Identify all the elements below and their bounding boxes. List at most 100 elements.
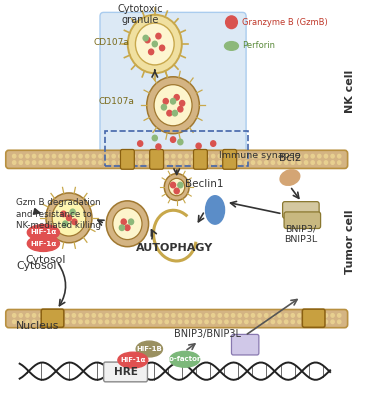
Circle shape	[13, 161, 16, 164]
Circle shape	[125, 225, 130, 231]
FancyBboxPatch shape	[6, 150, 348, 168]
Circle shape	[85, 314, 89, 317]
Circle shape	[311, 320, 314, 324]
Text: HIF-1α: HIF-1α	[30, 229, 57, 235]
Circle shape	[139, 320, 142, 324]
Text: Perforin: Perforin	[242, 41, 275, 51]
Circle shape	[178, 161, 182, 164]
Ellipse shape	[136, 341, 162, 357]
Circle shape	[298, 154, 301, 158]
Circle shape	[337, 154, 341, 158]
Circle shape	[278, 320, 281, 324]
Text: BNIP3/BNIP3L: BNIP3/BNIP3L	[174, 329, 241, 339]
Circle shape	[251, 314, 255, 317]
Circle shape	[205, 314, 208, 317]
Text: Cytotoxic
granule: Cytotoxic granule	[117, 4, 163, 25]
Text: Tumor cell: Tumor cell	[345, 209, 355, 274]
Circle shape	[165, 161, 169, 164]
Text: AUTOPHAGY: AUTOPHAGY	[136, 243, 213, 253]
Circle shape	[132, 154, 135, 158]
Circle shape	[251, 154, 255, 158]
Circle shape	[291, 161, 294, 164]
Circle shape	[231, 154, 235, 158]
Circle shape	[165, 320, 169, 324]
Circle shape	[231, 320, 235, 324]
Circle shape	[72, 314, 75, 317]
Circle shape	[79, 161, 82, 164]
Circle shape	[238, 314, 241, 317]
FancyBboxPatch shape	[150, 150, 163, 169]
Circle shape	[238, 154, 241, 158]
Circle shape	[258, 161, 261, 164]
Circle shape	[145, 37, 150, 43]
Circle shape	[32, 154, 36, 158]
Circle shape	[118, 161, 122, 164]
Circle shape	[304, 320, 308, 324]
Circle shape	[156, 144, 161, 150]
Circle shape	[304, 161, 308, 164]
Circle shape	[284, 314, 288, 317]
FancyBboxPatch shape	[6, 310, 348, 328]
Circle shape	[135, 23, 174, 65]
Circle shape	[170, 182, 176, 188]
Circle shape	[46, 154, 49, 158]
Circle shape	[152, 41, 158, 47]
Circle shape	[92, 320, 95, 324]
Circle shape	[161, 104, 166, 110]
Circle shape	[139, 161, 142, 164]
Circle shape	[39, 314, 42, 317]
Circle shape	[152, 314, 155, 317]
Circle shape	[311, 314, 314, 317]
Circle shape	[324, 320, 328, 324]
Circle shape	[59, 161, 62, 164]
Circle shape	[218, 320, 222, 324]
Circle shape	[79, 314, 82, 317]
Circle shape	[13, 314, 16, 317]
Circle shape	[185, 320, 188, 324]
Circle shape	[52, 314, 56, 317]
Circle shape	[156, 33, 161, 39]
Circle shape	[143, 35, 148, 41]
Circle shape	[92, 314, 95, 317]
Text: Cytosol: Cytosol	[25, 255, 66, 265]
Text: CD107a: CD107a	[93, 38, 129, 47]
Circle shape	[119, 225, 124, 231]
FancyBboxPatch shape	[100, 12, 246, 158]
Circle shape	[13, 154, 16, 158]
Circle shape	[125, 161, 128, 164]
Circle shape	[212, 320, 215, 324]
Ellipse shape	[170, 351, 200, 367]
Circle shape	[172, 320, 175, 324]
FancyBboxPatch shape	[302, 309, 325, 327]
Circle shape	[99, 154, 102, 158]
Circle shape	[265, 314, 268, 317]
Circle shape	[46, 320, 49, 324]
Circle shape	[72, 161, 75, 164]
Circle shape	[128, 219, 134, 225]
Circle shape	[205, 161, 208, 164]
Circle shape	[218, 314, 222, 317]
Circle shape	[337, 320, 341, 324]
Circle shape	[231, 314, 235, 317]
Circle shape	[59, 314, 62, 317]
Text: Bcl2: Bcl2	[279, 153, 301, 163]
Text: HIF-1α: HIF-1α	[120, 357, 146, 363]
Circle shape	[105, 320, 109, 324]
Circle shape	[61, 211, 66, 217]
Ellipse shape	[224, 42, 238, 50]
Circle shape	[99, 161, 102, 164]
Circle shape	[52, 154, 56, 158]
Ellipse shape	[206, 196, 224, 224]
Circle shape	[245, 320, 248, 324]
Circle shape	[174, 95, 179, 100]
Circle shape	[138, 141, 143, 146]
Circle shape	[26, 161, 29, 164]
Circle shape	[284, 161, 288, 164]
Circle shape	[178, 182, 183, 188]
Circle shape	[32, 161, 36, 164]
Circle shape	[218, 161, 222, 164]
Circle shape	[271, 320, 275, 324]
Circle shape	[152, 320, 155, 324]
Circle shape	[66, 320, 69, 324]
Circle shape	[324, 161, 328, 164]
